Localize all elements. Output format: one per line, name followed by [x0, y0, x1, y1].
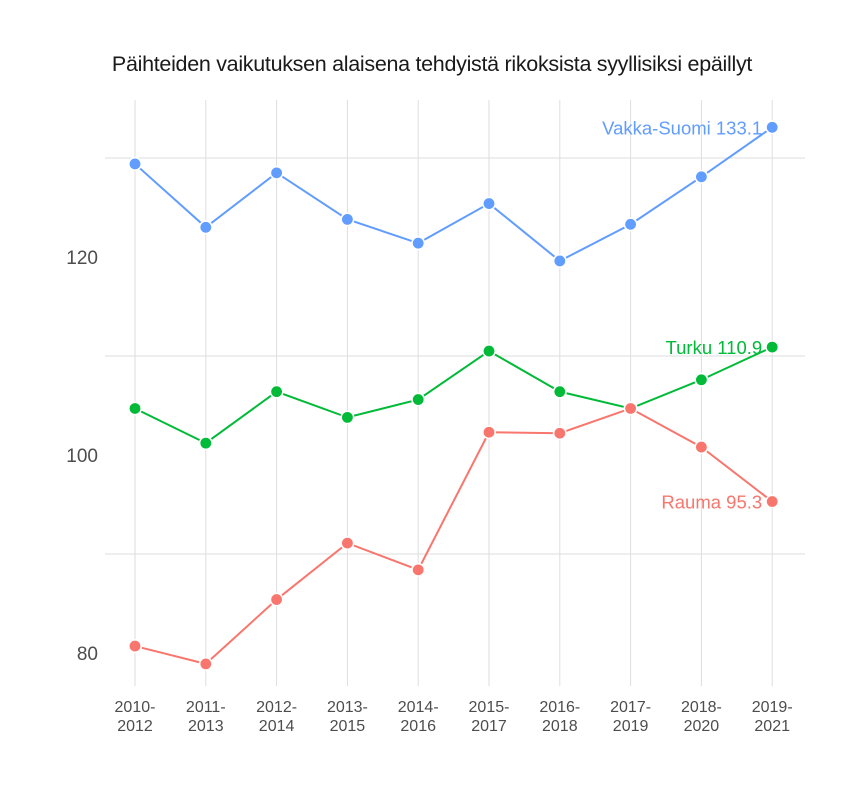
series-line: [134, 346, 773, 445]
data-point: [340, 536, 355, 551]
y-tick-label: 100: [66, 446, 98, 467]
series: [128, 120, 780, 671]
data-point: [481, 425, 496, 440]
data-point: [481, 196, 496, 211]
data-point: [694, 440, 709, 455]
data-point: [765, 120, 780, 135]
data-point: [411, 392, 426, 407]
data-point: [623, 401, 638, 416]
x-tick-label: 2016-2018: [539, 699, 580, 735]
y-tick-label: 120: [66, 248, 98, 269]
data-point: [128, 401, 143, 416]
y-tick-label: 80: [77, 644, 98, 665]
data-point: [552, 426, 567, 441]
y-axis: 80 100 120: [66, 248, 98, 665]
data-point: [481, 344, 496, 359]
data-point: [269, 384, 284, 399]
end-label: Vakka-Suomi 133.1: [602, 117, 762, 138]
data-point: [694, 372, 709, 387]
data-point: [198, 436, 213, 451]
x-tick-label: 2018-2020: [681, 699, 722, 735]
end-labels: Vakka-Suomi 133.1 Turku 110.9 Rauma 95.3: [602, 117, 762, 512]
x-tick-label: 2012-2014: [256, 699, 297, 735]
data-point: [198, 220, 213, 235]
data-point: [340, 410, 355, 425]
data-point: [128, 639, 143, 654]
x-axis: 2010-2012 2011-2013 2012-2014 2013-2015 2014…: [115, 699, 793, 735]
data-point: [552, 384, 567, 399]
x-tick-label: 2014-2016: [398, 699, 439, 735]
data-point: [128, 156, 143, 171]
x-tick-label: 2011-2013: [186, 699, 226, 735]
data-point: [269, 592, 284, 607]
data-point: [411, 236, 426, 251]
data-point: [552, 253, 567, 268]
series-vakka-suomi: [128, 120, 780, 268]
x-tick-label: 2019-2021: [752, 699, 793, 735]
data-point: [198, 656, 213, 671]
data-point: [694, 169, 709, 184]
series-line: [134, 126, 773, 263]
data-point: [765, 494, 780, 509]
data-point: [623, 217, 638, 232]
end-label: Rauma 95.3: [661, 492, 762, 513]
x-tick-label: 2013-2015: [327, 699, 368, 735]
data-point: [269, 165, 284, 180]
series-rauma: [128, 401, 780, 671]
data-point: [340, 212, 355, 227]
gridlines: [105, 100, 805, 686]
series-line: [134, 407, 773, 665]
data-point: [765, 340, 780, 355]
x-tick-label: 2017-2019: [610, 699, 651, 735]
data-point: [411, 562, 426, 577]
chart-title: Päihteiden vaikutuksen alaisena tehdyist…: [111, 52, 753, 76]
x-tick-label: 2015-2017: [469, 699, 510, 735]
end-label: Turku 110.9: [666, 337, 763, 358]
x-tick-label: 2010-2012: [115, 699, 156, 735]
